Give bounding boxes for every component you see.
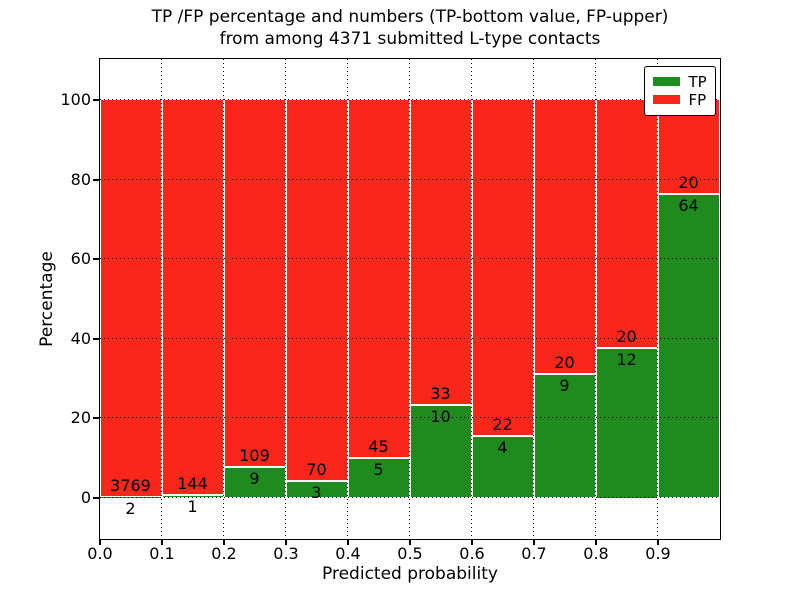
x-tick-mark (99, 539, 101, 545)
fp-segment (595, 99, 658, 349)
tp-segment (223, 467, 286, 498)
x-tick-mark (533, 539, 535, 545)
tp-count-label: 1 (187, 496, 198, 516)
legend-label-tp: TP (688, 72, 707, 91)
tp-count-label: 2 (125, 499, 136, 519)
x-axis-label: Predicted probability (322, 564, 498, 584)
x-tick-mark (285, 539, 287, 545)
x-tick-mark (347, 539, 349, 545)
chart-title-line2: from among 4371 submitted L-type contact… (219, 29, 601, 49)
fp-segment (471, 99, 534, 437)
y-tick-label: 80 (70, 169, 91, 189)
legend-label-fp: FP (688, 90, 707, 109)
x-tick-label: 0.0 (87, 544, 113, 563)
fp-segment (99, 99, 162, 498)
x-tick-label: 0.9 (645, 544, 671, 563)
x-tick-label: 0.7 (521, 544, 547, 563)
x-tick-mark (471, 539, 473, 545)
y-tick-label: 20 (70, 408, 91, 428)
fp-count-label: 33 (430, 383, 451, 403)
gridline-vertical (285, 58, 286, 539)
fp-count-label: 22 (492, 415, 513, 435)
x-tick-mark (161, 539, 163, 545)
x-tick-label: 0.1 (149, 544, 175, 563)
legend-item-fp: FP (652, 90, 707, 109)
tp-count-label: 5 (373, 459, 384, 479)
fp-count-label: 45 (368, 436, 389, 456)
x-tick-label: 0.6 (459, 544, 485, 563)
tp-segment (657, 194, 720, 498)
fp-segment (223, 99, 286, 468)
gridline-horizontal (99, 417, 720, 419)
tp-count-label: 9 (249, 469, 260, 489)
y-tick-label: 100 (60, 90, 91, 109)
y-tick-mark (93, 178, 99, 181)
legend-swatch-tp (652, 77, 680, 86)
tp-segment (471, 436, 534, 498)
chart-title-line1: TP /FP percentage and numbers (TP-bottom… (151, 7, 669, 27)
x-tick-mark (223, 539, 225, 545)
fp-count-label: 70 (306, 460, 327, 480)
tp-segment (409, 404, 472, 498)
y-tick-mark (93, 337, 99, 340)
gridline-vertical (223, 58, 224, 539)
fp-segment (533, 99, 596, 374)
tp-segment (347, 457, 410, 498)
gridline-vertical (409, 58, 410, 539)
fp-count-label: 3769 (110, 476, 151, 496)
fp-segment (409, 99, 472, 405)
plot-area: 3769 2 144 1 109 9 70 3 45 5 33 10 22 4 20 9 20 12 20 64 TP… (98, 57, 721, 540)
tp-count-label: 3 (311, 483, 322, 503)
gridline-vertical (657, 58, 658, 539)
x-tick-mark (595, 539, 597, 545)
gridline-vertical (595, 58, 596, 539)
legend-item-tp: TP (652, 72, 707, 91)
legend-swatch-fp (652, 95, 680, 104)
fp-count-label: 144 (177, 473, 208, 493)
fp-count-label: 20 (616, 327, 637, 347)
y-tick-mark (93, 497, 99, 499)
y-tick-mark (93, 417, 99, 420)
tp-segment (533, 373, 596, 498)
tp-count-label: 9 (559, 375, 570, 395)
gridline-vertical (533, 58, 534, 539)
gridline-horizontal (99, 258, 720, 260)
x-tick-mark (657, 539, 659, 545)
x-tick-label: 0.2 (211, 544, 237, 563)
gridline-vertical (471, 58, 472, 539)
y-tick-label: 40 (70, 328, 91, 348)
fp-segment (161, 99, 224, 495)
fp-count-label: 20 (678, 173, 699, 193)
y-axis-label: Percentage (37, 251, 57, 347)
gridline-vertical (347, 58, 348, 539)
x-tick-label: 0.3 (273, 544, 299, 563)
gridline-horizontal (99, 178, 720, 180)
fp-count-label: 20 (554, 352, 575, 372)
chart-title: TP /FP percentage and numbers (TP-bottom… (100, 6, 720, 50)
y-tick-label: 60 (70, 249, 91, 269)
x-tick-mark (409, 539, 411, 545)
y-tick-mark (93, 99, 99, 101)
tp-count-label: 12 (616, 350, 637, 370)
legend: TP FP (643, 65, 716, 116)
tp-segment (595, 348, 658, 498)
gridline-vertical (161, 58, 162, 539)
fp-segment (285, 99, 348, 482)
y-tick-label: 0 (80, 488, 91, 507)
y-tick-mark (93, 258, 99, 261)
tp-count-label: 64 (678, 196, 699, 216)
fp-count-label: 109 (239, 446, 270, 466)
x-tick-label: 0.5 (397, 544, 423, 563)
fp-segment (347, 99, 410, 458)
gridline-horizontal (99, 337, 720, 339)
tp-count-label: 4 (497, 438, 508, 458)
gridline-horizontal (99, 497, 720, 498)
x-tick-label: 0.4 (335, 544, 361, 563)
gridline-horizontal (99, 99, 720, 100)
tp-count-label: 10 (430, 406, 451, 426)
x-tick-label: 0.8 (583, 544, 609, 563)
